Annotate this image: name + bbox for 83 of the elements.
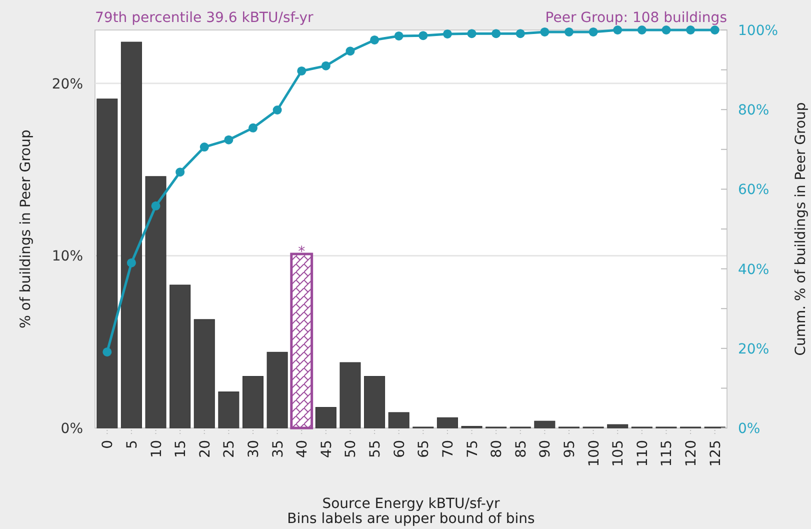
- bar: [218, 392, 240, 428]
- bar: [607, 424, 628, 428]
- point: [637, 26, 646, 34]
- x-tick-label: 20: [197, 440, 214, 458]
- x-tick-label: 5: [124, 440, 140, 449]
- point: [418, 31, 428, 40]
- bar: [315, 407, 336, 428]
- point: [126, 258, 136, 268]
- chart-subtitle: Peer Group: 108 buildings: [545, 10, 727, 26]
- bar: [96, 98, 118, 428]
- x-tick-label: 65: [416, 440, 432, 458]
- point: [588, 27, 598, 36]
- point: [370, 35, 380, 44]
- x-tick-label: 115: [659, 440, 676, 467]
- x-tick-label: 70: [440, 440, 456, 458]
- x-tick-label: 30: [246, 440, 262, 458]
- point: [321, 61, 330, 70]
- x-tick-label: 95: [562, 440, 578, 458]
- x-tick-label: 90: [538, 440, 554, 458]
- x-tick-label: 50: [343, 440, 360, 458]
- point: [564, 27, 574, 36]
- x-tick-label: 55: [368, 440, 384, 458]
- point: [200, 142, 209, 152]
- y-tick-label: 20%: [52, 76, 83, 92]
- x-tick-label: 80: [489, 440, 506, 458]
- bar: [436, 417, 458, 428]
- y2-tick-label: 60%: [738, 182, 770, 198]
- y-tick-label: 10%: [52, 248, 83, 265]
- y2-tick-label: 0%: [738, 421, 760, 437]
- y2-tick-label: 20%: [738, 341, 770, 358]
- bar: [242, 376, 264, 428]
- annotation: *: [298, 244, 306, 260]
- bar: [194, 319, 215, 428]
- x-tick-label: 35: [270, 440, 286, 458]
- text: Bins labels are upper bound of bins: [287, 511, 535, 527]
- point: [151, 201, 160, 210]
- y2-axis-title: Cumm. % of buildings in Peer Group: [793, 102, 809, 356]
- x-tick-label: 105: [610, 440, 627, 467]
- x-tick-label: 110: [634, 440, 651, 467]
- x-tick-label: 0: [100, 440, 116, 449]
- x-tick-label: 40: [294, 440, 311, 458]
- point: [492, 29, 501, 38]
- y2-tick-label: 80%: [738, 102, 770, 119]
- bar: [266, 352, 288, 428]
- x-tick-label: 120: [684, 440, 700, 467]
- point: [613, 26, 622, 34]
- point: [467, 29, 476, 38]
- point: [662, 26, 671, 34]
- point: [394, 31, 404, 40]
- point: [442, 29, 452, 38]
- bar: [534, 420, 556, 428]
- point: [102, 347, 112, 356]
- point: [248, 123, 258, 132]
- point: [686, 26, 696, 34]
- point: [176, 168, 185, 177]
- x-tick-label: 60: [392, 440, 408, 458]
- bar: [145, 176, 166, 428]
- bar: [170, 284, 191, 428]
- x-tick-label: 15: [173, 440, 190, 458]
- y-axis-title: % of buildings in Peer Group: [18, 130, 34, 328]
- y2-tick-label: 100%: [738, 23, 778, 39]
- point: [540, 27, 550, 36]
- y-tick-label: 0%: [60, 421, 83, 437]
- x-axis-title: Source Energy kBTU/sf-yr: [322, 496, 500, 512]
- x-tick-label: 75: [464, 440, 481, 458]
- bar: [340, 362, 361, 428]
- x-tick-label: 10: [148, 440, 165, 458]
- point: [346, 46, 355, 56]
- chart-title: 79th percentile 39.6 kBTU/sf-yr: [95, 10, 314, 26]
- y2-tick-label: 40%: [738, 262, 770, 278]
- point: [710, 26, 720, 34]
- point: [516, 29, 525, 38]
- x-tick-label: 100: [586, 440, 602, 467]
- x-tick-label: 45: [318, 440, 335, 458]
- point: [272, 106, 282, 114]
- point: [297, 66, 306, 76]
- bar: [364, 376, 386, 428]
- bar: [120, 42, 142, 428]
- x-tick-label: 85: [513, 440, 530, 458]
- x-tick-label: 25: [222, 440, 238, 458]
- x-tick-label: 125: [708, 440, 724, 467]
- point: [224, 135, 234, 144]
- bar: [388, 412, 410, 428]
